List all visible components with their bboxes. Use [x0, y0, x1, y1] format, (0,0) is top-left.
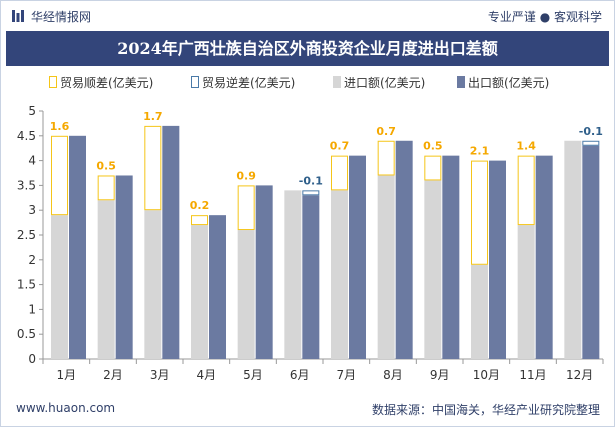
import-bar [191, 225, 208, 359]
x-tick-label: 7月 [337, 368, 357, 382]
surplus-marker [517, 155, 535, 226]
export-bar [489, 160, 506, 359]
import-bar [377, 175, 395, 359]
import-bar [471, 264, 488, 359]
surplus-value-label: 2.1 [470, 145, 490, 158]
import-bar [237, 230, 255, 359]
import-bar [97, 200, 115, 359]
surplus-value-label: 0.9 [236, 169, 256, 182]
surplus-marker [144, 125, 162, 211]
legend-swatch-deficit [191, 76, 199, 88]
export-bar [69, 135, 86, 359]
x-tick-label: 10月 [473, 368, 500, 382]
y-tick-label: 4.5 [17, 129, 36, 143]
logo-icon [12, 10, 24, 22]
deficit-marker [302, 190, 320, 196]
export-bar [255, 185, 273, 359]
y-tick-label: 4 [28, 154, 36, 168]
y-tick-label: 2.5 [17, 228, 36, 242]
legend-swatch-export [457, 76, 465, 88]
surplus-value-label: 1.6 [50, 120, 70, 133]
import-bar [51, 215, 68, 359]
export-bar [442, 155, 460, 359]
chart-legend: 贸易顺差(亿美元) 贸易逆差(亿美元) 进口额(亿美元) 出口额(亿美元) [1, 73, 614, 93]
import-bar [284, 190, 302, 359]
surplus-marker [331, 155, 348, 191]
top-bar: 华经情报网 专业严谨 ● 客观科学 [1, 1, 614, 31]
import-bar [564, 140, 582, 359]
x-tick-label: 6月 [290, 368, 310, 382]
y-tick-label: 3 [28, 203, 36, 217]
surplus-marker [471, 160, 488, 265]
y-tick-label: 3.5 [17, 178, 36, 192]
y-tick-label: 1 [28, 302, 36, 316]
legend-swatch-surplus [49, 76, 57, 88]
surplus-value-label: 0.5 [423, 140, 443, 153]
x-tick-label: 12月 [566, 368, 593, 382]
x-tick-label: 8月 [383, 368, 403, 382]
surplus-marker [191, 215, 208, 226]
title-bar: 2024年广西壮族自治区外商投资企业月度进出口差额 [6, 31, 609, 66]
import-bar [144, 210, 162, 359]
export-bar [115, 175, 133, 359]
deficit-marker [582, 140, 600, 146]
y-tick-label: 5 [28, 104, 36, 118]
export-bar [349, 155, 366, 359]
legend-label-surplus: 贸易顺差(亿美元) [60, 76, 154, 90]
surplus-value-label: 0.7 [330, 140, 350, 153]
surplus-value-label: 0.2 [190, 199, 210, 212]
x-tick-label: 5月 [243, 368, 263, 382]
import-bar [424, 180, 442, 359]
export-bar [302, 195, 320, 359]
x-tick-label: 1月 [57, 368, 77, 382]
deficit-value-label: -0.1 [299, 174, 323, 187]
surplus-marker [97, 175, 115, 201]
legend-label-import: 进口额(亿美元) [344, 76, 426, 90]
surplus-marker [51, 135, 68, 216]
x-tick-label: 4月 [197, 368, 217, 382]
surplus-value-label: 1.4 [516, 140, 536, 153]
x-tick-label: 2月 [103, 368, 123, 382]
chart-title: 2024年广西壮族自治区外商投资企业月度进出口差额 [117, 39, 498, 58]
footer-website: www.huaon.com [16, 401, 116, 415]
surplus-value-label: 1.7 [143, 110, 163, 123]
y-tick-label: 0.5 [17, 327, 36, 341]
brand-name: 华经情报网 [31, 10, 92, 24]
y-tick-label: 2 [28, 253, 36, 267]
x-tick-label: 9月 [430, 368, 450, 382]
footer-source: 数据来源：中国海关，华经产业研究院整理 [371, 403, 600, 417]
y-tick-label: 1.5 [17, 278, 36, 292]
export-bar [582, 145, 600, 359]
import-bar [517, 225, 535, 359]
export-bar [535, 155, 553, 359]
legend-label-export: 出口额(亿美元) [468, 76, 550, 90]
y-tick-label: 0 [28, 352, 36, 366]
surplus-value-label: 0.5 [96, 159, 116, 172]
x-tick-label: 11月 [519, 368, 546, 382]
export-bar [209, 215, 226, 359]
surplus-marker [377, 140, 395, 176]
slogan: 专业严谨 ● 客观科学 [487, 10, 602, 24]
surplus-marker [424, 155, 442, 181]
export-bar [395, 140, 413, 359]
surplus-marker [237, 185, 255, 231]
legend-label-deficit: 贸易逆差(亿美元) [202, 76, 296, 90]
legend-swatch-import [333, 76, 341, 88]
x-tick-label: 3月 [150, 368, 170, 382]
surplus-value-label: 0.7 [376, 125, 396, 138]
export-bar [162, 125, 180, 359]
import-bar [331, 190, 348, 359]
deficit-value-label: -0.1 [579, 125, 603, 138]
